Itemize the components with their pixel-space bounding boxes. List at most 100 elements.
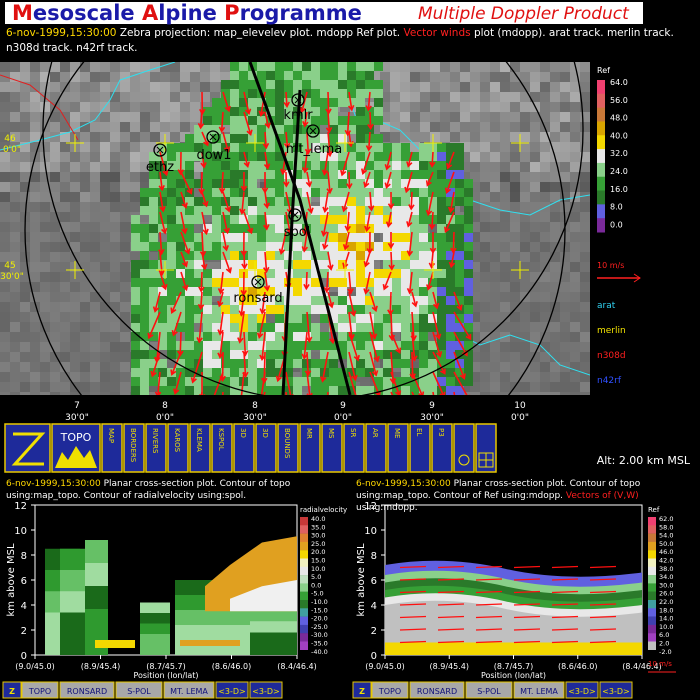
radar-cell	[311, 206, 320, 215]
radar-cell	[266, 377, 275, 386]
tool-button[interactable]	[365, 423, 387, 473]
radar-cell	[374, 215, 383, 224]
terrain-cell	[530, 152, 540, 162]
radar-cell	[320, 377, 329, 386]
tool-button[interactable]	[123, 423, 145, 473]
radar-cell	[212, 314, 221, 323]
terrain-cell	[20, 252, 30, 262]
tool-button[interactable]	[277, 423, 299, 473]
wind-vector	[174, 371, 182, 394]
radar-cell	[275, 89, 284, 98]
panel-button[interactable]	[409, 681, 465, 699]
tool-button[interactable]	[343, 423, 365, 473]
terrain-cell	[520, 202, 530, 212]
radar-cell	[185, 242, 194, 251]
panel-button[interactable]	[163, 681, 215, 699]
wind-vector	[386, 151, 392, 170]
terrain-cell	[520, 272, 530, 282]
radar-cell	[329, 188, 338, 197]
radar-cell	[437, 269, 446, 278]
terrain-cell	[490, 222, 500, 232]
radar-cell	[293, 377, 302, 386]
tool-button[interactable]	[409, 423, 431, 473]
terrain-cell	[390, 112, 400, 122]
lon-label: 30'0"	[420, 413, 444, 423]
panel-button[interactable]	[352, 681, 372, 699]
terrain-cell	[70, 122, 80, 132]
terrain-cell	[50, 392, 60, 395]
panel-button[interactable]	[115, 681, 163, 699]
terrain-cell	[490, 242, 500, 252]
border	[449, 329, 590, 376]
tool-button[interactable]	[167, 423, 189, 473]
wind-vector-head	[325, 127, 333, 134]
tool-button[interactable]	[255, 423, 277, 473]
radar-cell	[401, 188, 410, 197]
wind-vector-head	[387, 203, 395, 210]
terrain-cell	[130, 172, 140, 182]
tool-button[interactable]	[431, 423, 453, 473]
radar-cell	[158, 368, 167, 377]
tool-button[interactable]	[299, 423, 321, 473]
tool-button[interactable]	[211, 423, 233, 473]
wind-vector-head	[243, 161, 250, 168]
terrain-cell	[550, 232, 560, 242]
radar-cell	[437, 350, 446, 359]
terrain-cell	[110, 202, 120, 212]
panel-button[interactable]	[371, 681, 409, 699]
wind-vector	[327, 251, 332, 270]
radar-cell	[176, 287, 185, 296]
tool-button[interactable]	[233, 423, 255, 473]
terrain-cell	[560, 332, 570, 342]
panel-button[interactable]	[599, 681, 633, 699]
panel-highlight: Vectors of (V,W)	[565, 491, 639, 501]
tool-button[interactable]	[101, 423, 123, 473]
radar-cell	[455, 350, 464, 359]
radar-cell	[392, 179, 401, 188]
terrain-cell	[480, 352, 490, 362]
tool-button[interactable]	[387, 423, 409, 473]
vector	[475, 628, 503, 631]
terrain-cell	[50, 362, 60, 372]
radar-cell	[374, 296, 383, 305]
tool-button[interactable]	[321, 423, 343, 473]
vector	[589, 603, 617, 606]
panel-button[interactable]	[565, 681, 599, 699]
radar-cell	[356, 116, 365, 125]
panel-button[interactable]	[2, 681, 22, 699]
colorbar-label: 16.0	[610, 185, 628, 194]
colorbar-label: 56.0	[610, 96, 628, 105]
terrain-cell	[50, 302, 60, 312]
button-label: S-POL	[127, 687, 151, 696]
radar-cell	[257, 134, 266, 143]
panel-button[interactable]	[21, 681, 59, 699]
panel-button[interactable]	[59, 681, 115, 699]
terrain-cell	[480, 92, 490, 102]
terrain-cell	[480, 142, 490, 152]
terrain-cell	[530, 162, 540, 172]
terrain-cell	[350, 132, 360, 142]
wind-vector	[219, 271, 224, 294]
wind-vector-head	[327, 301, 335, 309]
wind-vector-head	[217, 288, 225, 295]
tool-button[interactable]	[145, 423, 167, 473]
terrain-cell	[480, 262, 490, 272]
radar-cell	[320, 233, 329, 242]
radar-cell	[356, 170, 365, 179]
panel-button[interactable]	[215, 681, 249, 699]
radar-cell	[311, 305, 320, 314]
terrain-cell	[160, 82, 170, 92]
panel-button[interactable]	[465, 681, 513, 699]
tool-button[interactable]	[189, 423, 211, 473]
terrain-cell	[470, 342, 480, 352]
terrain-cell	[20, 152, 30, 162]
panel-button[interactable]	[513, 681, 565, 699]
wind-vector	[445, 171, 455, 193]
radar-cell	[149, 332, 158, 341]
wind-vector-head	[259, 354, 266, 362]
radar-cell	[158, 377, 167, 386]
terrain-cell	[550, 192, 560, 202]
terrain-cell	[470, 62, 480, 72]
terrain-cell	[520, 192, 530, 202]
panel-button[interactable]	[249, 681, 283, 699]
